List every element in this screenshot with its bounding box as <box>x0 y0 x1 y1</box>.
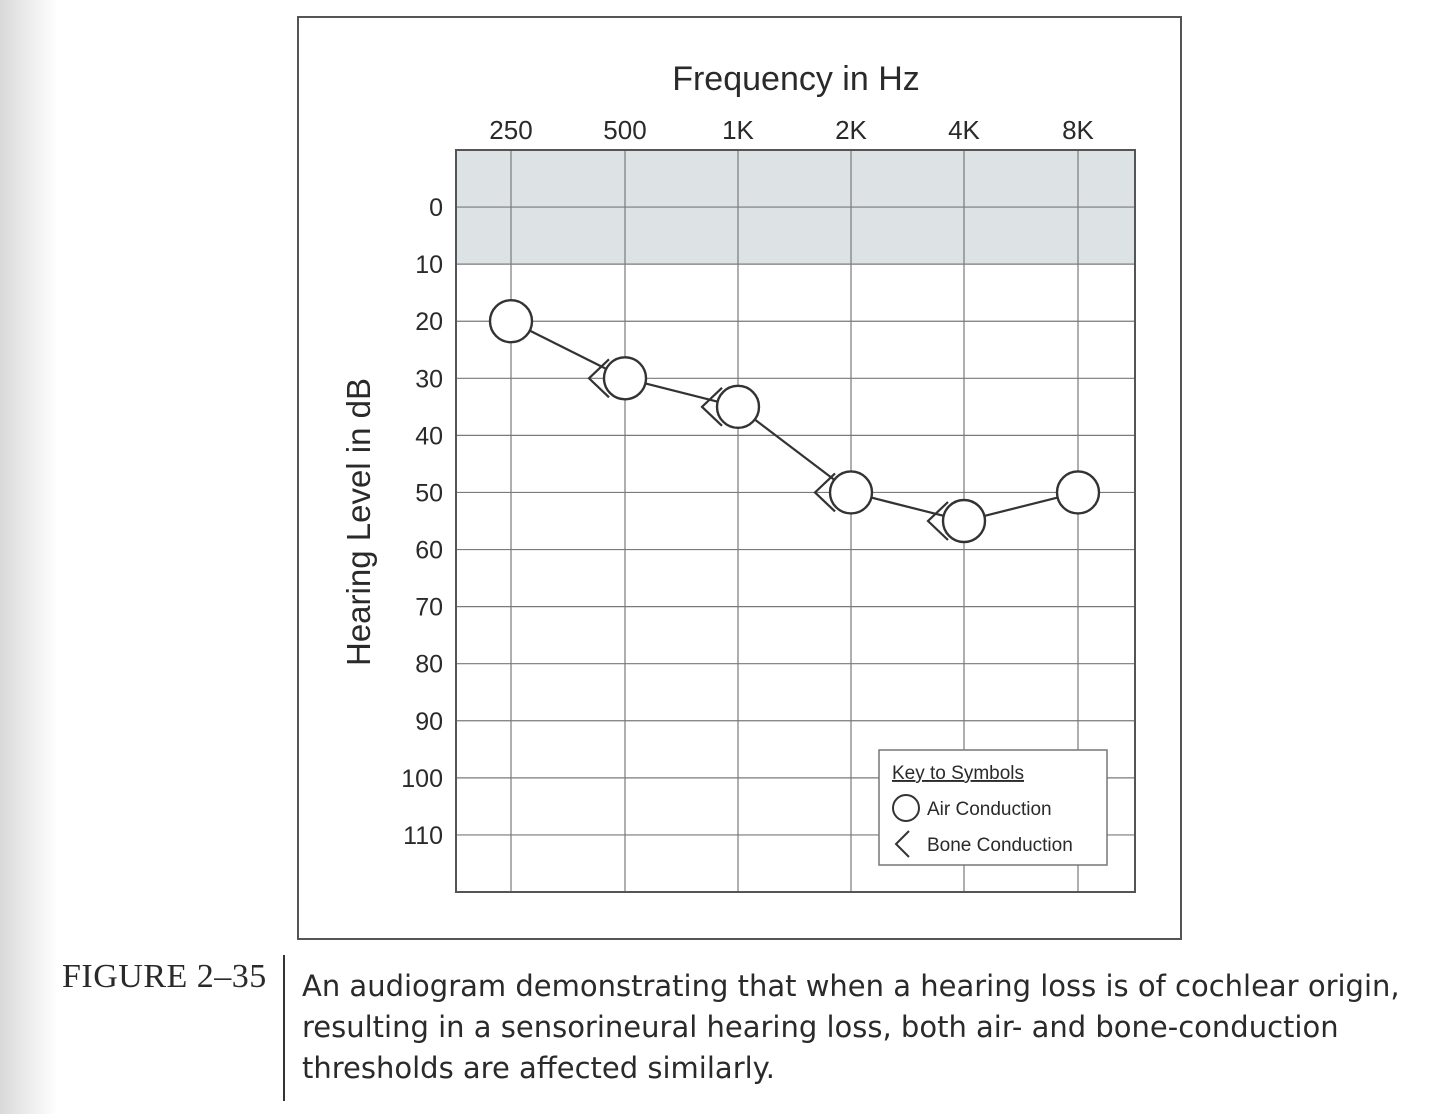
legend-box <box>878 749 1108 866</box>
y-tick-label: 90 <box>415 708 443 736</box>
air-conduction-point <box>1055 470 1101 515</box>
y-tick-label: 50 <box>415 479 443 507</box>
legend-air-symbol <box>892 794 920 822</box>
plot-border <box>455 149 1136 893</box>
y-tick-label: 60 <box>415 537 443 565</box>
air-conduction-segment <box>754 418 835 481</box>
air-conduction-point <box>828 470 874 515</box>
bone-conduction-mark <box>587 358 610 399</box>
air-conduction-point <box>941 498 987 544</box>
figure-label: FIGURE 2–35 <box>62 958 267 995</box>
air-conduction-point <box>488 299 534 344</box>
air-conduction-point <box>602 356 648 401</box>
figure-caption: An audiogram demonstrating that when a h… <box>302 969 1400 1085</box>
bone-conduction-mark <box>700 387 723 427</box>
y-tick-label: 10 <box>415 251 443 279</box>
y-tick-label: 20 <box>415 308 443 336</box>
x-axis-title: Frequency in Hz <box>672 60 920 98</box>
y-tick-label: 110 <box>403 822 443 850</box>
air-conduction-segment <box>984 496 1058 517</box>
x-tick-label: 500 <box>603 115 646 145</box>
x-tick-label: 8K <box>1062 115 1094 145</box>
air-conduction-point <box>715 384 761 430</box>
bone-conduction-mark <box>926 501 949 541</box>
legend-bone-label: Bone Conduction <box>927 835 1073 856</box>
legend-title: Key to Symbols <box>892 763 1024 784</box>
y-tick-label: 30 <box>415 365 443 393</box>
y-tick-label: 40 <box>415 422 443 450</box>
y-axis-title: Hearing Level in dB <box>340 378 377 666</box>
x-tick-label: 4K <box>948 115 980 145</box>
air-conduction-segment <box>645 382 718 403</box>
x-tick-label: 250 <box>489 115 532 145</box>
y-tick-label: 80 <box>415 651 443 679</box>
bone-conduction-mark <box>813 472 836 513</box>
y-tick-label: 100 <box>401 765 443 793</box>
legend-air-label: Air Conduction <box>927 799 1052 820</box>
air-conduction-segment <box>871 496 944 517</box>
y-tick-label: 0 <box>429 194 443 222</box>
page-edge-shadow <box>0 0 58 1114</box>
x-tick-label: 2K <box>835 115 867 145</box>
air-conduction-segment <box>529 329 607 370</box>
caption-divider <box>283 955 285 1101</box>
x-tick-label: 1K <box>722 115 754 145</box>
legend-bone-symbol <box>894 830 910 858</box>
y-tick-label: 70 <box>415 594 443 622</box>
